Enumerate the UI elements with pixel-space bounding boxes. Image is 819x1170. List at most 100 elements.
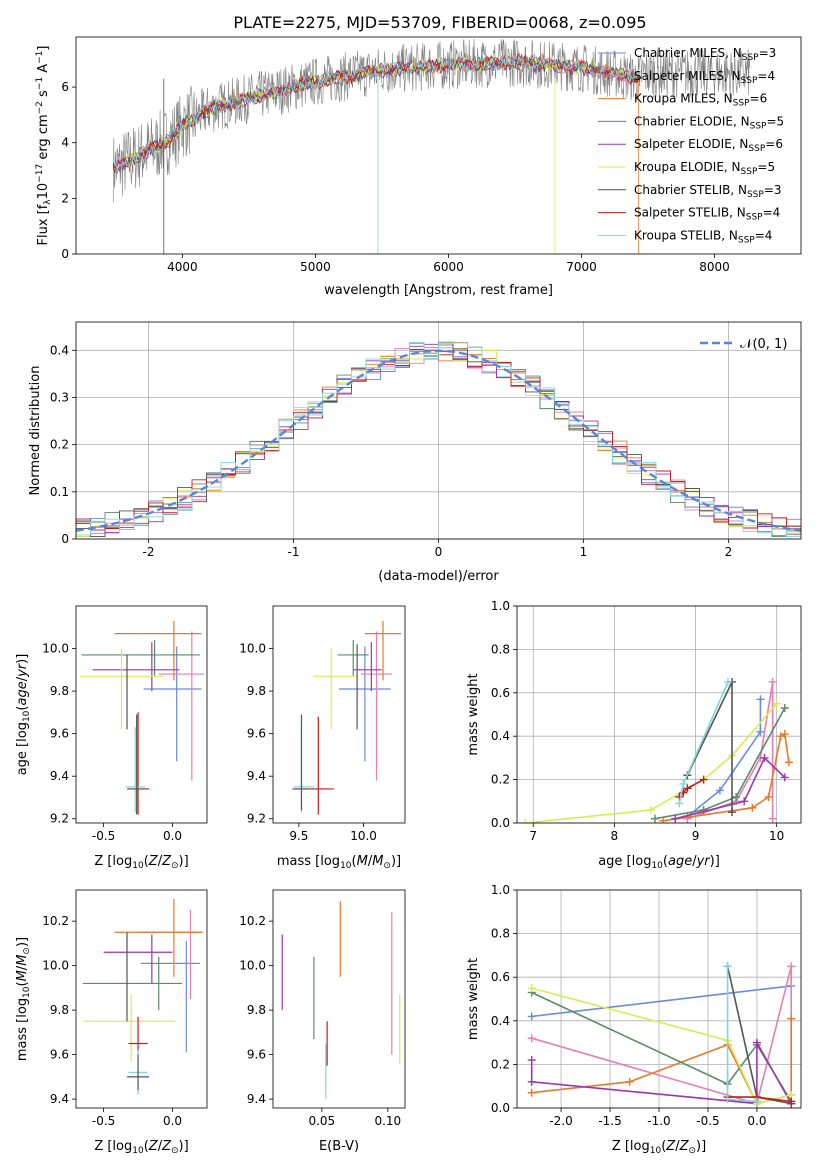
massweight-marker bbox=[752, 1038, 761, 1047]
y-axis-label: mass [log10(M/M⊙)] bbox=[15, 937, 32, 1061]
y-axis-label-part: erg cm bbox=[36, 114, 51, 163]
massweight-marker bbox=[760, 753, 769, 762]
axes-frame bbox=[75, 605, 208, 824]
legend-entry-part: =4 bbox=[755, 228, 773, 242]
y-tick-label: 0.4 bbox=[491, 1014, 510, 1028]
massweight-marker bbox=[659, 816, 668, 823]
y-axis-label-part: ( bbox=[15, 706, 30, 711]
massweight-line bbox=[686, 681, 733, 813]
massweight-marker bbox=[527, 1077, 536, 1086]
massweight-marker bbox=[787, 962, 796, 971]
plot-area bbox=[112, 38, 751, 254]
axes-frame bbox=[272, 889, 406, 1109]
x-axis-label-part: 10 bbox=[651, 861, 663, 871]
y-tick-label: 9.4 bbox=[247, 1092, 266, 1106]
model-spectrum-line bbox=[112, 54, 641, 170]
x-axis-label-part: 10 bbox=[132, 1146, 144, 1156]
y-axis-label-part: / bbox=[15, 965, 30, 970]
massweight-marker bbox=[780, 730, 789, 739]
residual-histogram-plot: -2 -1 0 1 2 0 0.1 0.2 0.3 0.4 𝒩(0, 1) (data-model)/… bbox=[28, 321, 802, 584]
legend-entry: Chabrier MILES, NSSP=3 bbox=[634, 46, 776, 63]
massweight-line bbox=[654, 707, 786, 820]
x-axis-label: age [log10(age/yr)] bbox=[598, 854, 720, 871]
y-axis-label-part: / bbox=[15, 676, 30, 681]
massweight-marker bbox=[784, 758, 793, 767]
x-axis-label-part: mass [log bbox=[277, 854, 340, 869]
y-tick-label: 0.6 bbox=[491, 970, 510, 984]
x-axis-label-part: Z bbox=[148, 854, 159, 869]
legend-entry: Salpeter STELIB, NSSP=4 bbox=[634, 206, 780, 223]
massweight-vs-metallicity-plot: -2.0 -1.5 -1.0 -0.5 0.0 0.0 0.2 0.4 0.6 0.8 1.0 Z [… bbox=[466, 883, 802, 1156]
x-tick-label: 0.05 bbox=[308, 1114, 335, 1128]
y-tick-label: 9.4 bbox=[50, 1092, 69, 1106]
spectrum-plot: 4000 5000 6000 7000 8000 0 2 4 6 wavelength [Angs… bbox=[35, 36, 802, 298]
y-tick-label: 2 bbox=[61, 191, 69, 205]
x-axis-label: Z [log10(Z/Z⊙)] bbox=[612, 1139, 706, 1156]
massweight-marker bbox=[527, 1034, 536, 1043]
x-tick-label: 4000 bbox=[167, 260, 198, 274]
plot-area bbox=[292, 620, 402, 815]
y-tick-label: 9.8 bbox=[247, 1003, 266, 1017]
x-axis-label-part: M bbox=[372, 854, 383, 869]
x-axis-label-part: )] bbox=[179, 854, 189, 869]
x-axis-label-part: )] bbox=[179, 1139, 189, 1154]
legend-entry-part: =3 bbox=[759, 46, 777, 60]
plot-area bbox=[527, 962, 796, 1108]
y-axis-label-part: ( bbox=[15, 981, 30, 986]
massweight-marker bbox=[772, 699, 781, 708]
normal-reference-curve bbox=[76, 349, 801, 532]
massweight-line bbox=[675, 756, 786, 820]
plot-area bbox=[82, 898, 203, 1095]
figure-title: PLATE=2275, MJD=53709, FIBERID=0068, z=0… bbox=[233, 13, 646, 32]
x-tick-label: 9.5 bbox=[289, 829, 308, 843]
y-tick-label: 6 bbox=[61, 80, 69, 94]
y-tick-label: 1.0 bbox=[491, 599, 510, 613]
x-axis-label-part: 10 bbox=[650, 1146, 662, 1156]
x-axis-label-part: ⊙ bbox=[383, 861, 391, 871]
massweight-marker bbox=[787, 1097, 796, 1106]
y-axis-label-part: s bbox=[36, 90, 51, 101]
y-tick-label: 9.8 bbox=[50, 1003, 69, 1017]
x-axis-label-part: )] bbox=[710, 854, 720, 869]
y-axis-label-part: yr bbox=[15, 662, 30, 678]
y-axis-label-part: age [log bbox=[15, 722, 30, 775]
massweight-marker bbox=[732, 792, 741, 801]
x-axis-label: wavelength [Angstrom, rest frame] bbox=[324, 283, 553, 298]
y-tick-label: 9.6 bbox=[247, 1048, 266, 1062]
y-axis-label-part: ⊙ bbox=[22, 947, 32, 955]
y-axis-label-part: mass [log bbox=[15, 998, 30, 1061]
massweight-marker bbox=[748, 803, 757, 812]
legend-entry-part: SSP bbox=[750, 121, 767, 131]
x-tick-label: 8 bbox=[611, 829, 619, 843]
x-axis-label-part: / bbox=[692, 854, 697, 869]
x-tick-label: -1.0 bbox=[647, 1114, 670, 1128]
x-axis-label-part: Z bbox=[161, 854, 172, 869]
legend-entry-part: SSP bbox=[741, 76, 758, 86]
y-tick-label: 0.4 bbox=[50, 343, 69, 357]
massweight-marker bbox=[699, 775, 708, 784]
y-tick-label: 9.6 bbox=[50, 727, 69, 741]
massweight-marker bbox=[679, 788, 688, 797]
x-axis-label-part: ( bbox=[352, 854, 357, 869]
massweight-marker bbox=[699, 805, 708, 814]
massweight-marker bbox=[728, 808, 737, 817]
legend-entry-part: Salpeter STELIB, N bbox=[634, 206, 746, 220]
x-axis-label-part: ( bbox=[661, 1139, 666, 1154]
y-axis-label-part: M bbox=[15, 955, 30, 966]
x-axis-label-part: yr bbox=[696, 854, 712, 869]
x-axis-label-part: / bbox=[158, 1139, 163, 1154]
y-tick-label: 9.4 bbox=[247, 769, 266, 783]
legend-entry-part: =5 bbox=[757, 160, 775, 174]
massweight-marker bbox=[527, 1012, 536, 1021]
y-axis-label-part: 10 bbox=[22, 986, 32, 998]
massweight-marker bbox=[780, 703, 789, 712]
y-axis-label-part: )] bbox=[15, 654, 30, 664]
x-axis-label-part: Z bbox=[679, 1139, 690, 1154]
axes-frame bbox=[516, 605, 802, 824]
legend-entry-part: SSP bbox=[747, 190, 764, 200]
legend-entry-part: SSP bbox=[741, 167, 758, 177]
y-tick-label: 10.0 bbox=[42, 959, 69, 973]
x-axis-label: Z [log10(Z/Z⊙)] bbox=[94, 1139, 188, 1156]
y-tick-label: 9.8 bbox=[247, 684, 266, 698]
y-axis-label: age [log10(age/yr)] bbox=[15, 654, 32, 776]
